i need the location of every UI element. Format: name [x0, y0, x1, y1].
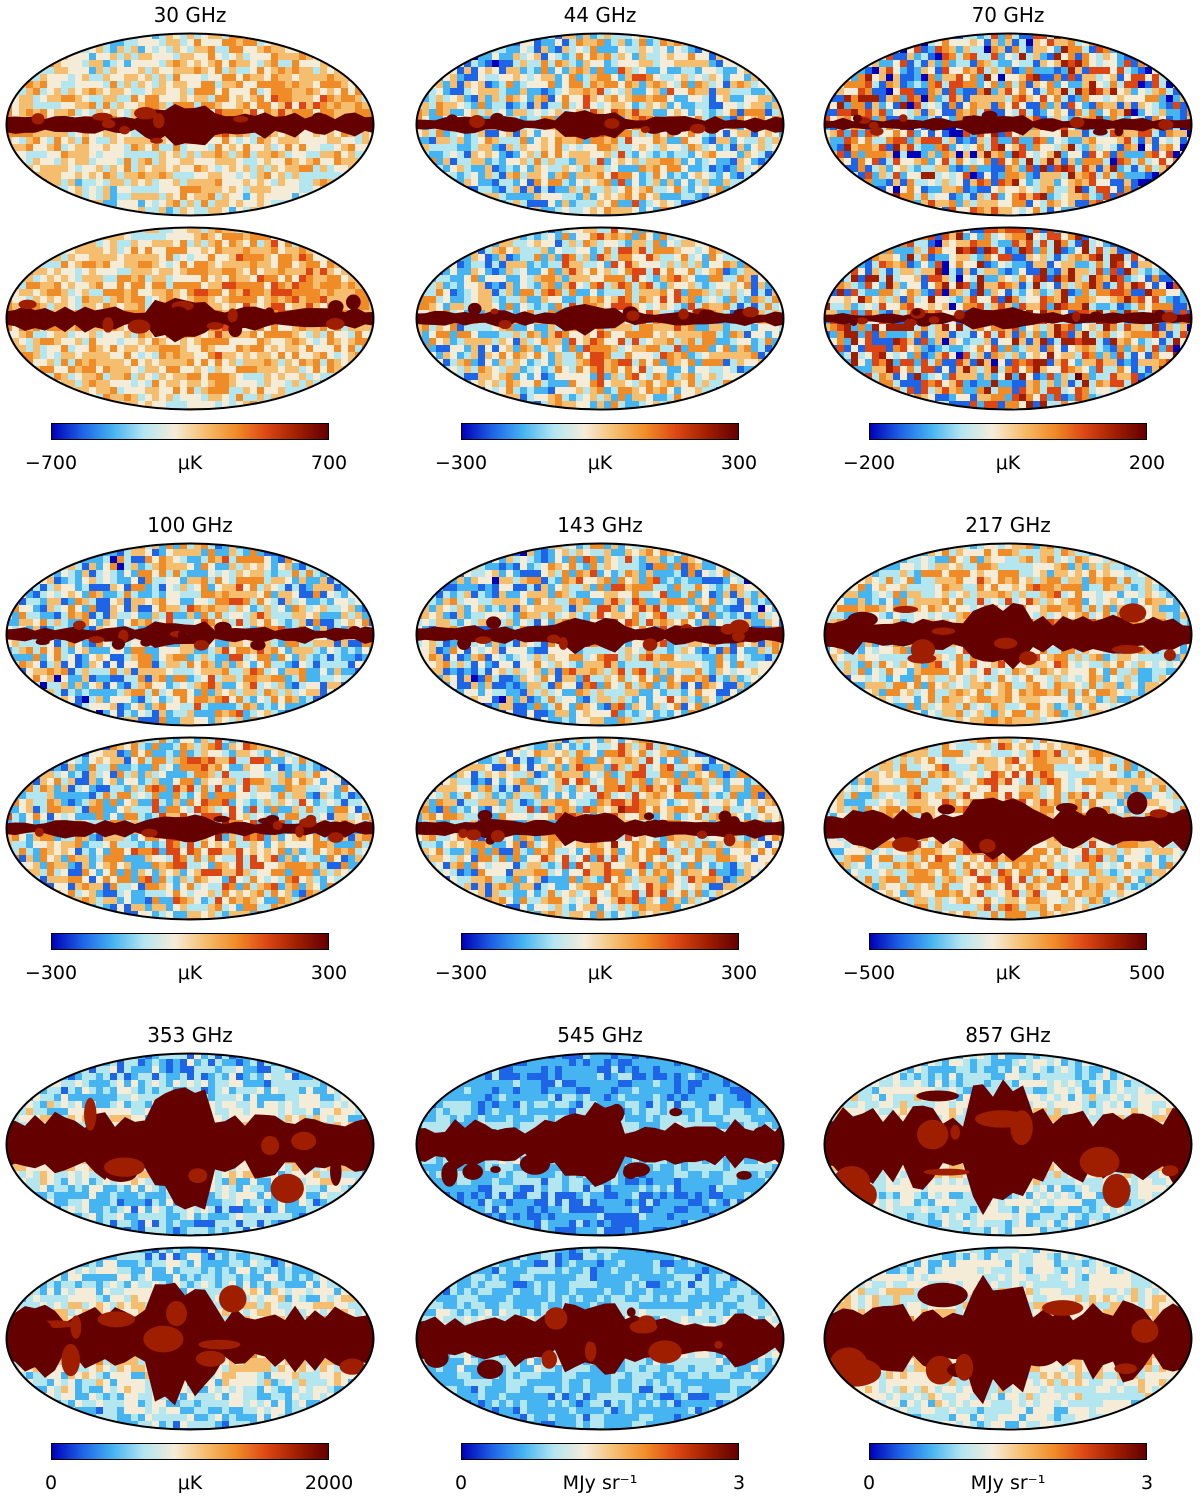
sky-map-image [415, 1052, 785, 1237]
colorbar-unit-label: μK [938, 452, 1078, 474]
colorbar [461, 423, 739, 440]
sky-map-bottom [415, 736, 785, 921]
colorbar-max-label: 3 [688, 1472, 790, 1494]
frequency-panel: 545 GHz 0 MJy sr⁻¹ 3 [410, 1020, 790, 1510]
sky-map-image [823, 736, 1193, 921]
sky-map-image [5, 32, 375, 217]
sky-map-top [415, 1052, 785, 1237]
sky-map-image [415, 736, 785, 921]
sky-map-bottom [823, 736, 1193, 921]
colorbar-max-label: 3 [1096, 1472, 1198, 1494]
sky-map-top [823, 542, 1193, 727]
colorbar-min-label: 0 [818, 1472, 920, 1494]
sky-map-top [415, 542, 785, 727]
colorbar-min-label: 0 [410, 1472, 512, 1494]
sky-map-bottom [823, 226, 1193, 411]
sky-map-bottom [415, 1246, 785, 1431]
frequency-title: 30 GHz [0, 0, 380, 30]
frequency-title: 857 GHz [818, 1020, 1198, 1050]
colorbar [51, 933, 329, 950]
colorbar-max-label: 200 [1096, 452, 1198, 474]
sky-map-image [823, 226, 1193, 411]
colorbar-unit-label: μK [938, 962, 1078, 984]
sky-map-top [5, 1052, 375, 1237]
sky-map-top [5, 32, 375, 217]
colorbar-unit-label: μK [120, 962, 260, 984]
frequency-title: 70 GHz [818, 0, 1198, 30]
sky-map-image [415, 542, 785, 727]
frequency-title: 353 GHz [0, 1020, 380, 1050]
sky-map-image [5, 226, 375, 411]
sky-map-image [823, 1052, 1193, 1237]
colorbar-unit-label: μK [530, 962, 670, 984]
sky-map-image [415, 32, 785, 217]
colorbar-unit-label: μK [530, 452, 670, 474]
sky-map-top [5, 542, 375, 727]
colorbar-max-label: 300 [688, 962, 790, 984]
colorbar-max-label: 300 [278, 962, 380, 984]
colorbar [51, 1443, 329, 1460]
sky-map-image [823, 542, 1193, 727]
sky-map-image [5, 736, 375, 921]
frequency-panel: 70 GHz −200 μK 200 [818, 0, 1198, 490]
frequency-title: 143 GHz [410, 510, 790, 540]
colorbar-min-label: −500 [818, 962, 920, 984]
colorbar-min-label: −700 [0, 452, 102, 474]
colorbar-min-label: 0 [0, 1472, 102, 1494]
colorbar-min-label: −300 [410, 962, 512, 984]
sky-map-top [823, 1052, 1193, 1237]
colorbar-unit-label: MJy sr⁻¹ [938, 1472, 1078, 1494]
sky-map-image [823, 32, 1193, 217]
colorbar-unit-label: μK [120, 452, 260, 474]
sky-map-image [5, 1246, 375, 1431]
frequency-panel: 30 GHz −700 μK 700 [0, 0, 380, 490]
colorbar-max-label: 700 [278, 452, 380, 474]
sky-map-image [5, 542, 375, 727]
frequency-title: 44 GHz [410, 0, 790, 30]
colorbar-max-label: 300 [688, 452, 790, 474]
colorbar-min-label: −200 [818, 452, 920, 474]
colorbar [51, 423, 329, 440]
frequency-title: 100 GHz [0, 510, 380, 540]
sky-map-bottom [5, 736, 375, 921]
colorbar-min-label: −300 [0, 962, 102, 984]
frequency-panel: 353 GHz 0 μK 2000 [0, 1020, 380, 1510]
frequency-title: 217 GHz [818, 510, 1198, 540]
sky-map-bottom [5, 1246, 375, 1431]
colorbar-max-label: 2000 [278, 1472, 380, 1494]
sky-map-bottom [5, 226, 375, 411]
colorbar-max-label: 500 [1096, 962, 1198, 984]
frequency-panel: 143 GHz −300 μK 300 [410, 510, 790, 1000]
sky-map-bottom [415, 226, 785, 411]
colorbar [461, 1443, 739, 1460]
colorbar-unit-label: μK [120, 1472, 260, 1494]
sky-map-image [415, 226, 785, 411]
frequency-panel: 100 GHz −300 μK 300 [0, 510, 380, 1000]
frequency-panel: 217 GHz −500 μK 500 [818, 510, 1198, 1000]
sky-map-top [415, 32, 785, 217]
colorbar-unit-label: MJy sr⁻¹ [530, 1472, 670, 1494]
frequency-panel: 857 GHz 0 MJy sr⁻¹ 3 [818, 1020, 1198, 1510]
colorbar [461, 933, 739, 950]
colorbar [869, 933, 1147, 950]
sky-map-top [823, 32, 1193, 217]
sky-map-image [823, 1246, 1193, 1431]
frequency-title: 545 GHz [410, 1020, 790, 1050]
sky-map-image [415, 1246, 785, 1431]
frequency-panel: 44 GHz −300 μK 300 [410, 0, 790, 490]
colorbar [869, 423, 1147, 440]
colorbar [869, 1443, 1147, 1460]
sky-map-bottom [823, 1246, 1193, 1431]
colorbar-min-label: −300 [410, 452, 512, 474]
sky-map-image [5, 1052, 375, 1237]
